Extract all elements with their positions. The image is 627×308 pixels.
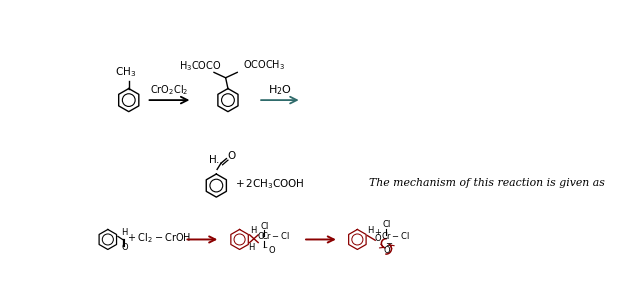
Text: $\rm CrO_2Cl_2$: $\rm CrO_2Cl_2$ — [150, 83, 188, 97]
Text: $\rm O$: $\rm O$ — [227, 149, 237, 161]
Text: $\rm O$: $\rm O$ — [121, 241, 129, 252]
Text: $\rm H$: $\rm H$ — [248, 241, 256, 252]
Text: $\rm Cr-Cl$: $\rm Cr-Cl$ — [381, 230, 409, 241]
Text: The mechanism of this reaction is given as: The mechanism of this reaction is given … — [369, 178, 605, 188]
Text: $\rm O$: $\rm O$ — [374, 232, 382, 243]
Text: $\rm H.$: $\rm H.$ — [208, 153, 220, 165]
Text: $\rm H$: $\rm H$ — [367, 224, 375, 234]
Text: $\rm + Cl_2 - CrOH$: $\rm + Cl_2 - CrOH$ — [127, 231, 191, 245]
Text: $^-\rm O$: $^-\rm O$ — [261, 244, 277, 254]
Text: $\rm +2CH_3COOH$: $\rm +2CH_3COOH$ — [233, 177, 305, 191]
Text: $\rm H_3COCO$: $\rm H_3COCO$ — [179, 59, 222, 73]
Text: $=$: $=$ — [384, 239, 394, 248]
Text: $\rm H$: $\rm H$ — [250, 224, 257, 234]
Text: $\rm OCOCH_3$: $\rm OCOCH_3$ — [243, 58, 286, 71]
Text: $\rm O$: $\rm O$ — [258, 230, 265, 241]
Text: $+$: $+$ — [374, 227, 382, 237]
Text: $\rm Cl$: $\rm Cl$ — [382, 218, 392, 229]
Text: $\rm CH_3$: $\rm CH_3$ — [115, 66, 136, 79]
Text: $\rm Cr-Cl$: $\rm Cr-Cl$ — [261, 230, 290, 241]
Text: $\rm H_2O$: $\rm H_2O$ — [268, 83, 292, 97]
Text: $\rm H$: $\rm H$ — [121, 226, 129, 237]
Text: $\rm O$: $\rm O$ — [383, 244, 391, 255]
Text: $\rm Cl$: $\rm Cl$ — [260, 220, 270, 231]
